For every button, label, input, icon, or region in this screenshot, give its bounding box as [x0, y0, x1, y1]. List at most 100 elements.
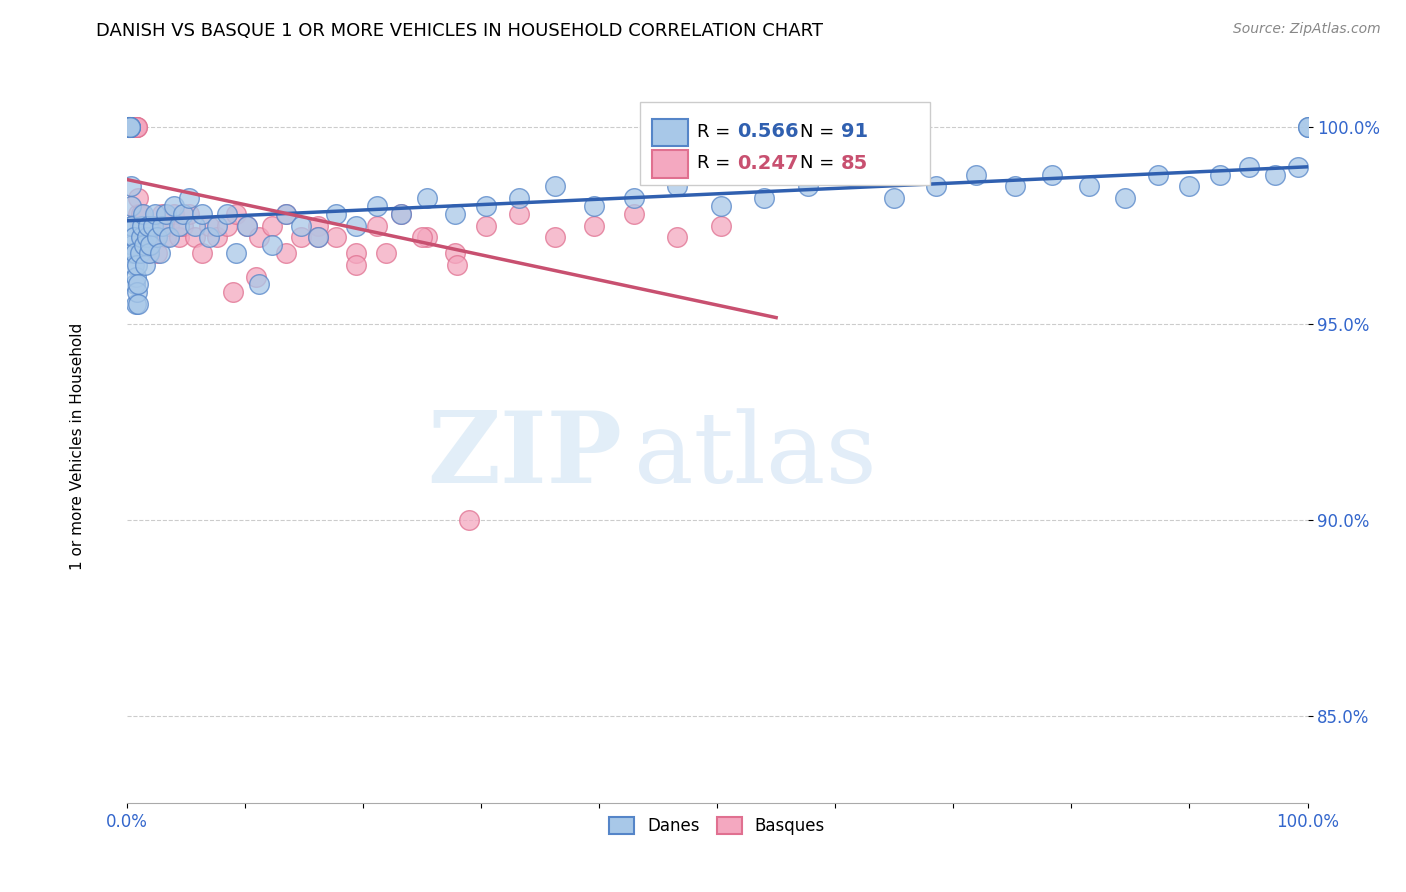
- Point: [1078, 179, 1101, 194]
- Point: [118, 120, 141, 135]
- Point: [247, 230, 270, 244]
- Point: [120, 120, 142, 135]
- Point: [149, 246, 172, 260]
- Point: [307, 230, 329, 244]
- Point: [366, 199, 388, 213]
- Point: [121, 246, 143, 260]
- Point: [172, 219, 194, 233]
- Text: 1 or more Vehicles in Household: 1 or more Vehicles in Household: [70, 322, 84, 570]
- Point: [120, 120, 142, 135]
- Point: [1042, 168, 1064, 182]
- Point: [184, 230, 207, 244]
- Point: [474, 219, 496, 233]
- Point: [191, 207, 214, 221]
- Point: [129, 230, 152, 244]
- Point: [134, 246, 156, 260]
- Point: [1114, 191, 1136, 205]
- Point: [389, 207, 412, 221]
- Point: [146, 246, 169, 260]
- Point: [127, 191, 149, 205]
- Point: [141, 219, 163, 233]
- Point: [841, 168, 863, 182]
- Point: [120, 179, 142, 194]
- Point: [1146, 168, 1168, 182]
- Point: [325, 230, 347, 244]
- Point: [135, 230, 157, 244]
- Point: [127, 297, 149, 311]
- Point: [172, 207, 194, 221]
- Point: [157, 219, 180, 233]
- Text: ZIP: ZIP: [427, 408, 623, 505]
- Point: [127, 120, 149, 135]
- Text: atlas: atlas: [634, 409, 877, 504]
- Point: [710, 219, 733, 233]
- FancyBboxPatch shape: [652, 119, 688, 146]
- Point: [544, 179, 567, 194]
- Point: [307, 230, 329, 244]
- Text: N =: N =: [800, 122, 839, 141]
- Point: [120, 120, 142, 135]
- Point: [274, 246, 297, 260]
- Point: [143, 207, 166, 221]
- Point: [127, 258, 149, 272]
- Point: [797, 179, 820, 194]
- Text: 0.566: 0.566: [737, 122, 799, 141]
- Point: [122, 120, 145, 135]
- Point: [665, 230, 688, 244]
- Point: [344, 246, 367, 260]
- Point: [117, 120, 139, 135]
- Point: [155, 230, 177, 244]
- Point: [118, 120, 141, 135]
- Point: [236, 219, 259, 233]
- Point: [411, 230, 433, 244]
- Point: [117, 120, 139, 135]
- Point: [184, 219, 207, 233]
- Point: [307, 219, 329, 233]
- Point: [222, 285, 245, 300]
- Point: [150, 207, 173, 221]
- Point: [117, 120, 139, 135]
- Point: [143, 230, 166, 244]
- Point: [135, 230, 157, 244]
- Point: [260, 238, 283, 252]
- Point: [215, 219, 238, 233]
- Point: [274, 207, 297, 221]
- Point: [127, 277, 149, 292]
- Point: [474, 199, 496, 213]
- Point: [198, 219, 221, 233]
- Point: [225, 207, 247, 221]
- Point: [167, 219, 190, 233]
- Point: [274, 207, 297, 221]
- FancyBboxPatch shape: [640, 102, 929, 185]
- Text: 85: 85: [841, 153, 869, 173]
- Point: [125, 120, 148, 135]
- Point: [127, 207, 149, 221]
- Point: [136, 219, 159, 233]
- Point: [117, 120, 139, 135]
- Point: [136, 219, 159, 233]
- Point: [134, 238, 156, 252]
- Point: [118, 120, 141, 135]
- Text: 91: 91: [841, 122, 868, 141]
- Point: [138, 246, 160, 260]
- Point: [754, 191, 776, 205]
- Point: [508, 191, 530, 205]
- Point: [120, 120, 142, 135]
- Point: [375, 246, 398, 260]
- Text: 0.247: 0.247: [737, 153, 799, 173]
- Point: [122, 230, 145, 244]
- Text: DANISH VS BASQUE 1 OR MORE VEHICLES IN HOUSEHOLD CORRELATION CHART: DANISH VS BASQUE 1 OR MORE VEHICLES IN H…: [96, 22, 823, 40]
- Point: [146, 230, 169, 244]
- Point: [344, 258, 367, 272]
- Point: [924, 179, 946, 194]
- Point: [1209, 168, 1232, 182]
- Point: [132, 207, 155, 221]
- Point: [125, 269, 148, 284]
- Point: [583, 219, 606, 233]
- Point: [155, 207, 177, 221]
- Legend: Danes, Basques: Danes, Basques: [602, 810, 832, 841]
- Point: [883, 191, 905, 205]
- Point: [157, 230, 180, 244]
- Point: [191, 246, 214, 260]
- Text: R =: R =: [697, 122, 735, 141]
